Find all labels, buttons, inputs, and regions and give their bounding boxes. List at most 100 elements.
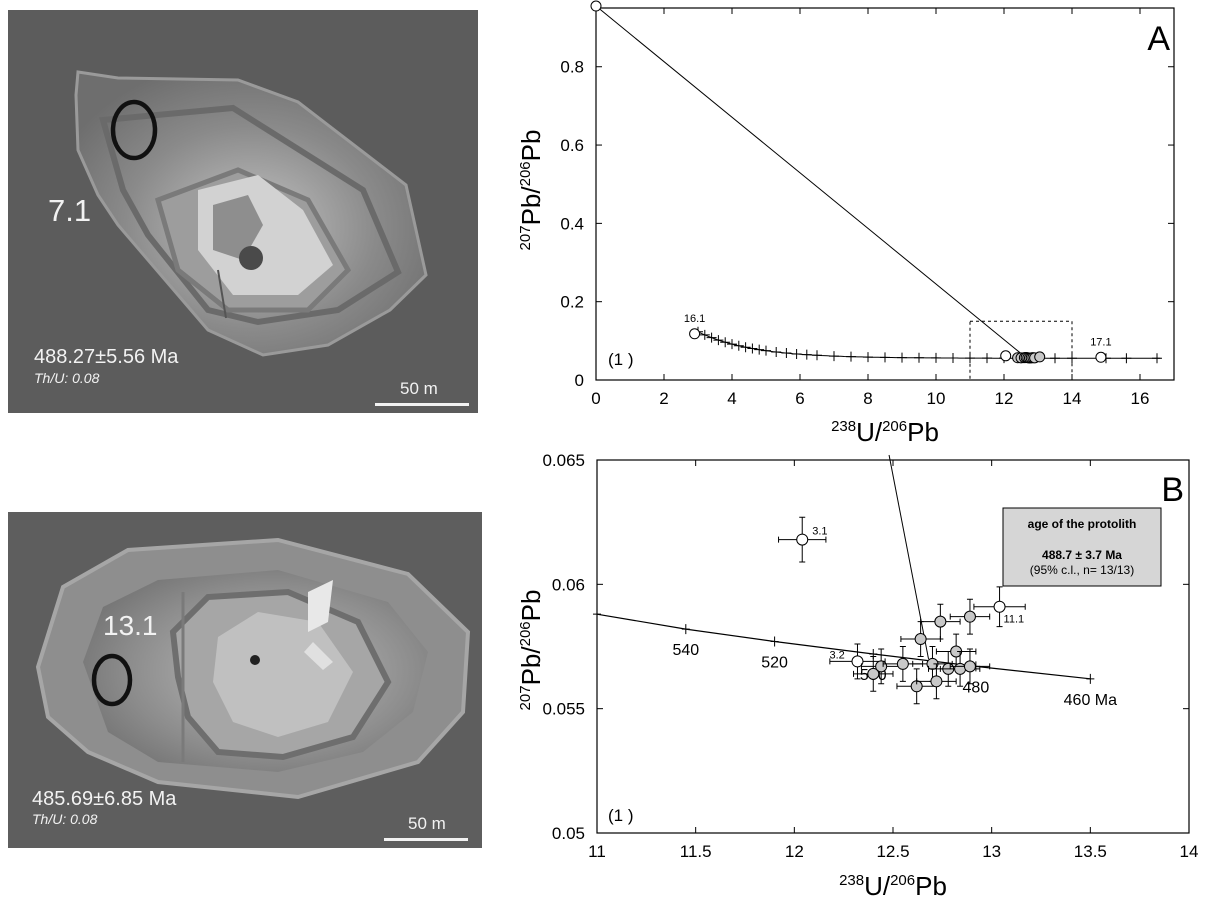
concordia-marker (1152, 353, 1162, 364)
concordia-marker (982, 353, 992, 364)
concordia-marker (771, 346, 782, 357)
concordia-marker (740, 342, 751, 353)
concordia-age-label: 540 (672, 642, 699, 659)
data-point (796, 533, 809, 546)
age-text: 485.69±6.85 Ma (32, 788, 177, 810)
concordia-marker (914, 352, 924, 363)
zircon-cl-image-1: 7.1 488.27±5.56 Ma Th/U: 0.08 50 m (8, 10, 478, 413)
inset-box (969, 320, 1073, 381)
concordia-marker (781, 348, 792, 359)
x-tick-label: 16 (1131, 389, 1150, 408)
y-tick-label: 0.2 (560, 293, 584, 312)
data-point (993, 600, 1006, 613)
concordia-age-label: 480 (963, 679, 990, 696)
y-tick-label: 0.4 (560, 214, 584, 233)
data-point (963, 660, 976, 673)
data-point (1095, 351, 1107, 363)
y-tick-label: 0.06 (552, 575, 585, 594)
y-tick-label: 0.055 (542, 700, 585, 719)
concordia-marker (897, 352, 907, 363)
data-point (867, 667, 880, 680)
concordia-marker (1050, 353, 1060, 364)
corner-note: (1 ) (608, 350, 634, 369)
x-tick-label: 13 (982, 842, 1001, 861)
concordia-marker (706, 332, 717, 343)
concordia-marker (699, 329, 710, 340)
point-label: 3.2 (829, 649, 844, 661)
scale-bar (384, 838, 468, 841)
y-axis-label: 207Pb/206Pb (516, 130, 546, 251)
concordia-marker (727, 339, 737, 350)
legend-note: (95% c.l., n= 13/13) (1030, 563, 1134, 577)
concordia-marker (829, 351, 839, 362)
concordia-age-label: 460 Ma (1064, 692, 1117, 709)
point-label: 11.1 (1004, 614, 1025, 626)
concordia-age-label: 520 (761, 655, 788, 672)
concordia-tick (681, 624, 690, 635)
concordia-marker (713, 335, 724, 346)
concordia-marker (801, 349, 812, 360)
thu-text: Th/U: 0.08 (34, 370, 100, 386)
y-tick-label: 0.065 (542, 451, 585, 470)
panel-label: B (1161, 471, 1184, 509)
x-axis-label: 238U/206Pb (831, 417, 939, 447)
panel-label: A (1147, 20, 1170, 58)
spot-label: 7.1 (48, 193, 92, 228)
data-point (590, 0, 602, 12)
data-point (934, 615, 947, 628)
x-tick-label: 14 (1063, 389, 1082, 408)
data-point (963, 610, 976, 623)
data-point (875, 660, 888, 673)
x-tick-label: 10 (927, 389, 946, 408)
age-text: 488.27±5.56 Ma (34, 346, 179, 368)
zircon-grain-2-drawing (8, 512, 482, 848)
zircon-cl-image-2: 13.1 485.69±6.85 Ma Th/U: 0.08 50 m (8, 512, 482, 848)
thu-text: Th/U: 0.08 (32, 811, 98, 827)
chart-a: 0 2 4 6 8 10 12 14 16 0 0.2 0.4 0.6 0.8 16.1 17.1 A (1… (516, 0, 1175, 447)
x-axis-label: 238U/206Pb (839, 871, 947, 899)
x-tick-label: 11 (588, 842, 606, 861)
y-tick-label: 0 (575, 371, 584, 390)
plot-frame (595, 7, 1175, 381)
concordia-marker (931, 352, 941, 363)
spot-label: 13.1 (103, 610, 158, 641)
x-tick-label: 14 (1180, 842, 1199, 861)
data-point (914, 633, 927, 646)
scale-text: 50 m (408, 814, 446, 833)
concordia-marker (791, 348, 802, 359)
point-label: 16.1 (684, 313, 705, 325)
data-point (1034, 351, 1046, 363)
concordia-marker (720, 337, 731, 348)
data-point (851, 655, 864, 668)
legend-age: 488.7 ± 3.7 Ma (1042, 548, 1122, 562)
x-tick-label: 12.5 (876, 842, 909, 861)
legend-box: age of the protolith 488.7 ± 3.7 Ma (95%… (1002, 507, 1162, 587)
legend-title: age of the protolith (1028, 517, 1137, 531)
x-tick-label: 0 (591, 389, 600, 408)
chart-b: 11 11.5 12 12.5 13 13.5 14 0.05 0.055 0.06 0.065 5… (516, 451, 1198, 899)
scale-bar (375, 403, 469, 406)
y-tick-label: 0.05 (552, 824, 585, 843)
y-axis-label: 207Pb/206Pb (516, 590, 546, 711)
concordia-tick (1086, 673, 1095, 684)
concordia-marker (880, 352, 890, 363)
point-label: 17.1 (1090, 336, 1111, 348)
analysis-spot-ring (110, 99, 158, 161)
discordia-line (888, 454, 930, 660)
concordia-curve (596, 613, 1091, 680)
concordia-marker (754, 344, 765, 355)
data-point (930, 675, 943, 688)
concordia-marker (846, 351, 856, 362)
x-tick-label: 12 (785, 842, 804, 861)
scale-text: 50 m (400, 379, 438, 398)
x-tick-label: 2 (659, 389, 668, 408)
corner-note: (1 ) (608, 806, 634, 825)
discordia-line (595, 5, 1027, 359)
point-label: 3.1 (812, 526, 827, 538)
concordia-marker (747, 343, 758, 354)
x-tick-label: 11.5 (680, 842, 712, 861)
x-tick-label: 4 (727, 389, 736, 408)
data-point (896, 657, 909, 670)
y-tick-label: 0.8 (560, 58, 584, 77)
zircon-grain-1-drawing (8, 10, 478, 413)
